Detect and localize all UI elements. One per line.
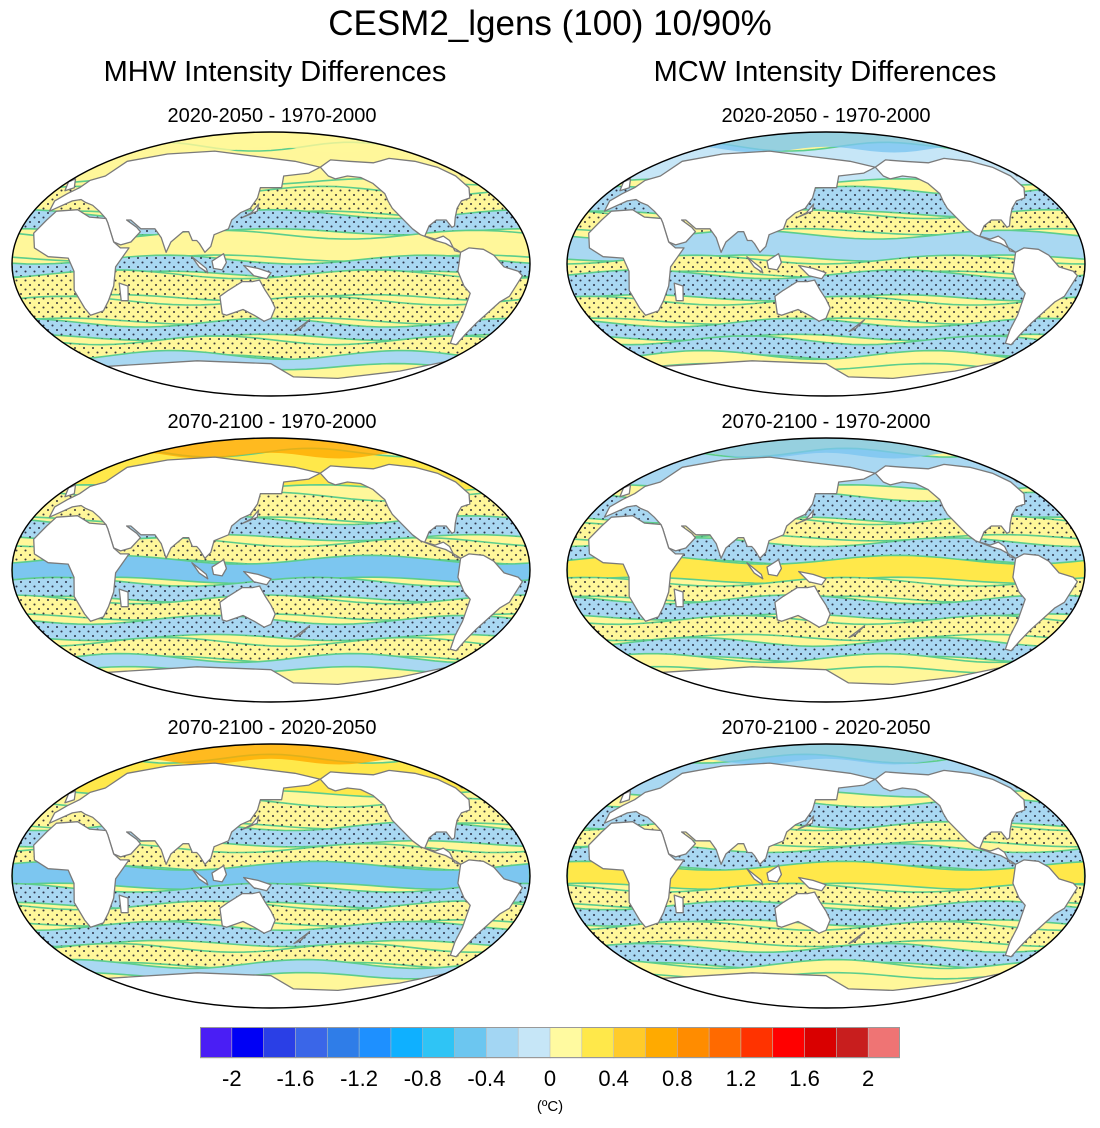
colorbar-tick-label: -2 bbox=[222, 1066, 242, 1091]
colorbar-swatch bbox=[517, 1027, 551, 1059]
colorbar bbox=[200, 1027, 900, 1059]
colorbar-swatch bbox=[486, 1027, 519, 1059]
colorbar-tick-label: -1.6 bbox=[276, 1066, 315, 1091]
colorbar-swatch bbox=[613, 1027, 647, 1059]
map-panel bbox=[11, 437, 531, 703]
panel-title: 2070-2100 - 1970-2000 bbox=[167, 411, 377, 433]
panel-title: 2070-2100 - 1970-2000 bbox=[721, 411, 931, 433]
colorbar-swatch bbox=[231, 1027, 265, 1059]
colorbar-swatch bbox=[295, 1027, 328, 1059]
panel-title: 2070-2100 - 2020-2050 bbox=[721, 717, 931, 739]
colorbar-swatch bbox=[676, 1027, 710, 1059]
colorbar-swatch bbox=[708, 1027, 742, 1059]
map-panel bbox=[11, 131, 531, 397]
colorbar-swatch bbox=[867, 1027, 900, 1059]
colorbar-swatch bbox=[454, 1027, 487, 1059]
panel-title: 2070-2100 - 2020-2050 bbox=[167, 717, 377, 739]
colorbar-tick-label: -0.8 bbox=[403, 1066, 442, 1091]
column-title-mhw: MHW Intensity Differences bbox=[103, 56, 447, 88]
colorbar-swatch bbox=[263, 1027, 297, 1059]
colorbar-swatch bbox=[549, 1027, 583, 1059]
map-panel bbox=[566, 131, 1086, 397]
panel-title: 2020-2050 - 1970-2000 bbox=[167, 105, 377, 127]
colorbar-units: (ºC) bbox=[536, 1098, 564, 1115]
map-panel bbox=[566, 743, 1086, 1009]
colorbar-swatch bbox=[581, 1027, 615, 1059]
colorbar-swatch bbox=[200, 1027, 233, 1059]
map-panel bbox=[566, 437, 1086, 703]
colorbar-swatch bbox=[740, 1027, 774, 1059]
colorbar-tick-label: 0.4 bbox=[598, 1066, 629, 1091]
colorbar-tick-label: 1.6 bbox=[789, 1066, 820, 1091]
colorbar-swatch bbox=[358, 1027, 392, 1059]
panel-title: 2020-2050 - 1970-2000 bbox=[721, 105, 931, 127]
colorbar-tick-label: 1.2 bbox=[725, 1066, 757, 1091]
colorbar-tick-label: -1.2 bbox=[340, 1066, 379, 1091]
colorbar-swatch bbox=[326, 1027, 360, 1059]
colorbar-tick-label: 2 bbox=[862, 1066, 875, 1091]
colorbar-swatch bbox=[836, 1027, 869, 1059]
colorbar-tick-label: 0.8 bbox=[661, 1066, 693, 1091]
colorbar-tick-label: -0.4 bbox=[467, 1066, 506, 1091]
colorbar-swatch bbox=[772, 1027, 806, 1059]
colorbar-swatch bbox=[422, 1027, 456, 1059]
map-panel bbox=[11, 743, 531, 1009]
colorbar-swatch bbox=[804, 1027, 837, 1059]
colorbar-swatch bbox=[390, 1027, 424, 1059]
colorbar-swatch bbox=[645, 1027, 678, 1059]
column-title-mcw: MCW Intensity Differences bbox=[653, 56, 997, 88]
figure-title: CESM2_lgens (100) 10/90% bbox=[328, 4, 772, 43]
colorbar-tick-label: 0 bbox=[543, 1066, 557, 1091]
